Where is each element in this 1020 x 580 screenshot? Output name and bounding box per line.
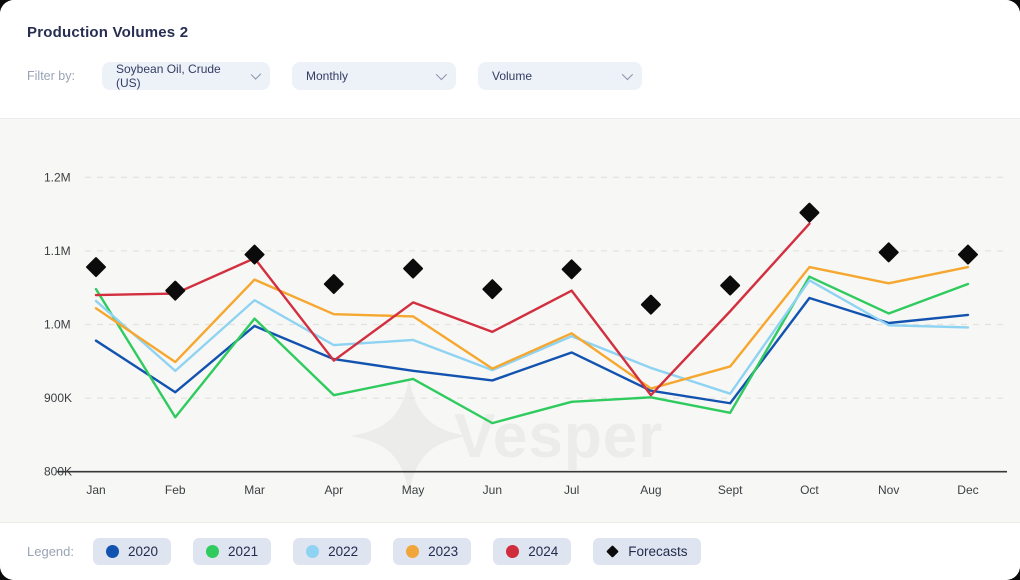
x-tick-label: Nov — [878, 483, 899, 497]
diamond-icon — [606, 545, 620, 558]
x-tick-label: Jan — [86, 483, 105, 497]
x-tick-label: Dec — [957, 483, 978, 497]
legend-item-label: 2020 — [128, 544, 159, 559]
forecast-diamond — [957, 244, 978, 265]
x-tick-label: Sept — [718, 483, 743, 497]
forecast-diamond — [878, 242, 899, 263]
legend-item-2022[interactable]: 2022 — [293, 538, 372, 565]
forecast-diamond — [323, 274, 344, 295]
x-tick-label: Jun — [483, 483, 502, 497]
legend-item-forecasts[interactable]: Forecasts — [593, 538, 701, 565]
legend-bar: Legend: 2020 2021 2022 2023 2024 Forecas… — [0, 522, 1020, 580]
y-tick-label: 1.0M — [44, 318, 71, 332]
chart-panel: Vesper 1.2M 1.1M 1.0M 900K 800K Jan Feb Mar Apr M… — [0, 118, 1020, 523]
legend-item-2020[interactable]: 2020 — [93, 538, 172, 565]
forecast-diamond — [244, 244, 265, 265]
series-color-dot — [106, 545, 119, 558]
legend-label: Legend: — [27, 544, 74, 559]
series-color-dot — [206, 545, 220, 558]
forecast-diamond — [86, 257, 106, 278]
series-color-dot — [406, 545, 420, 558]
legend-item-label: 2023 — [428, 544, 459, 559]
forecast-diamond — [482, 279, 503, 300]
x-tick-label: Jul — [564, 483, 579, 497]
filter-bar: Filter by: Soybean Oil, Crude (US) Month… — [27, 62, 664, 90]
x-tick-label: Mar — [244, 483, 265, 497]
series-line-2024 — [94, 222, 811, 397]
forecast-diamond — [720, 275, 741, 296]
filter-by-label: Filter by: — [27, 69, 75, 83]
chevron-down-icon — [435, 68, 448, 81]
legend-item-2021[interactable]: 2021 — [193, 538, 272, 565]
series-line-2020 — [94, 296, 970, 405]
legend-item-2023[interactable]: 2023 — [393, 538, 472, 565]
forecast-diamond — [640, 294, 661, 315]
card-header: Production Volumes 2 Filter by: Soybean … — [0, 0, 1020, 118]
forecast-diamond — [561, 259, 582, 280]
series-line-2023 — [94, 265, 970, 390]
chevron-down-icon — [621, 68, 634, 81]
product-select[interactable]: Soybean Oil, Crude (US) — [102, 62, 270, 90]
x-tick-label: May — [402, 483, 425, 497]
forecast-diamond — [799, 202, 820, 223]
legend-item-label: 2022 — [328, 544, 359, 559]
series-line-2022 — [94, 279, 970, 395]
legend-item-label: Forecasts — [628, 544, 688, 559]
series-color-dot — [306, 545, 320, 558]
frequency-select-value: Monthly — [306, 69, 349, 83]
y-tick-label: 1.2M — [44, 170, 71, 184]
metric-select[interactable]: Volume — [478, 62, 642, 90]
series-line-2021 — [94, 275, 970, 425]
x-tick-label: Oct — [800, 483, 819, 497]
legend-item-label: 2021 — [228, 544, 259, 559]
page-title: Production Volumes 2 — [27, 24, 189, 41]
legend-item-label: 2024 — [528, 544, 559, 559]
product-select-value: Soybean Oil, Crude (US) — [116, 62, 221, 90]
frequency-select[interactable]: Monthly — [292, 62, 456, 90]
metric-select-value: Volume — [492, 69, 533, 83]
y-tick-label: 1.1M — [44, 244, 71, 258]
chevron-down-icon — [250, 69, 262, 81]
x-tick-label: Aug — [640, 483, 661, 497]
y-tick-label: 900K — [44, 391, 72, 405]
x-tick-label: Apr — [324, 483, 343, 497]
legend-item-2024[interactable]: 2024 — [493, 538, 572, 565]
x-tick-label: Feb — [165, 483, 186, 497]
forecast-diamond — [403, 258, 424, 279]
series-color-dot — [506, 545, 520, 558]
forecast-diamond — [165, 280, 186, 301]
